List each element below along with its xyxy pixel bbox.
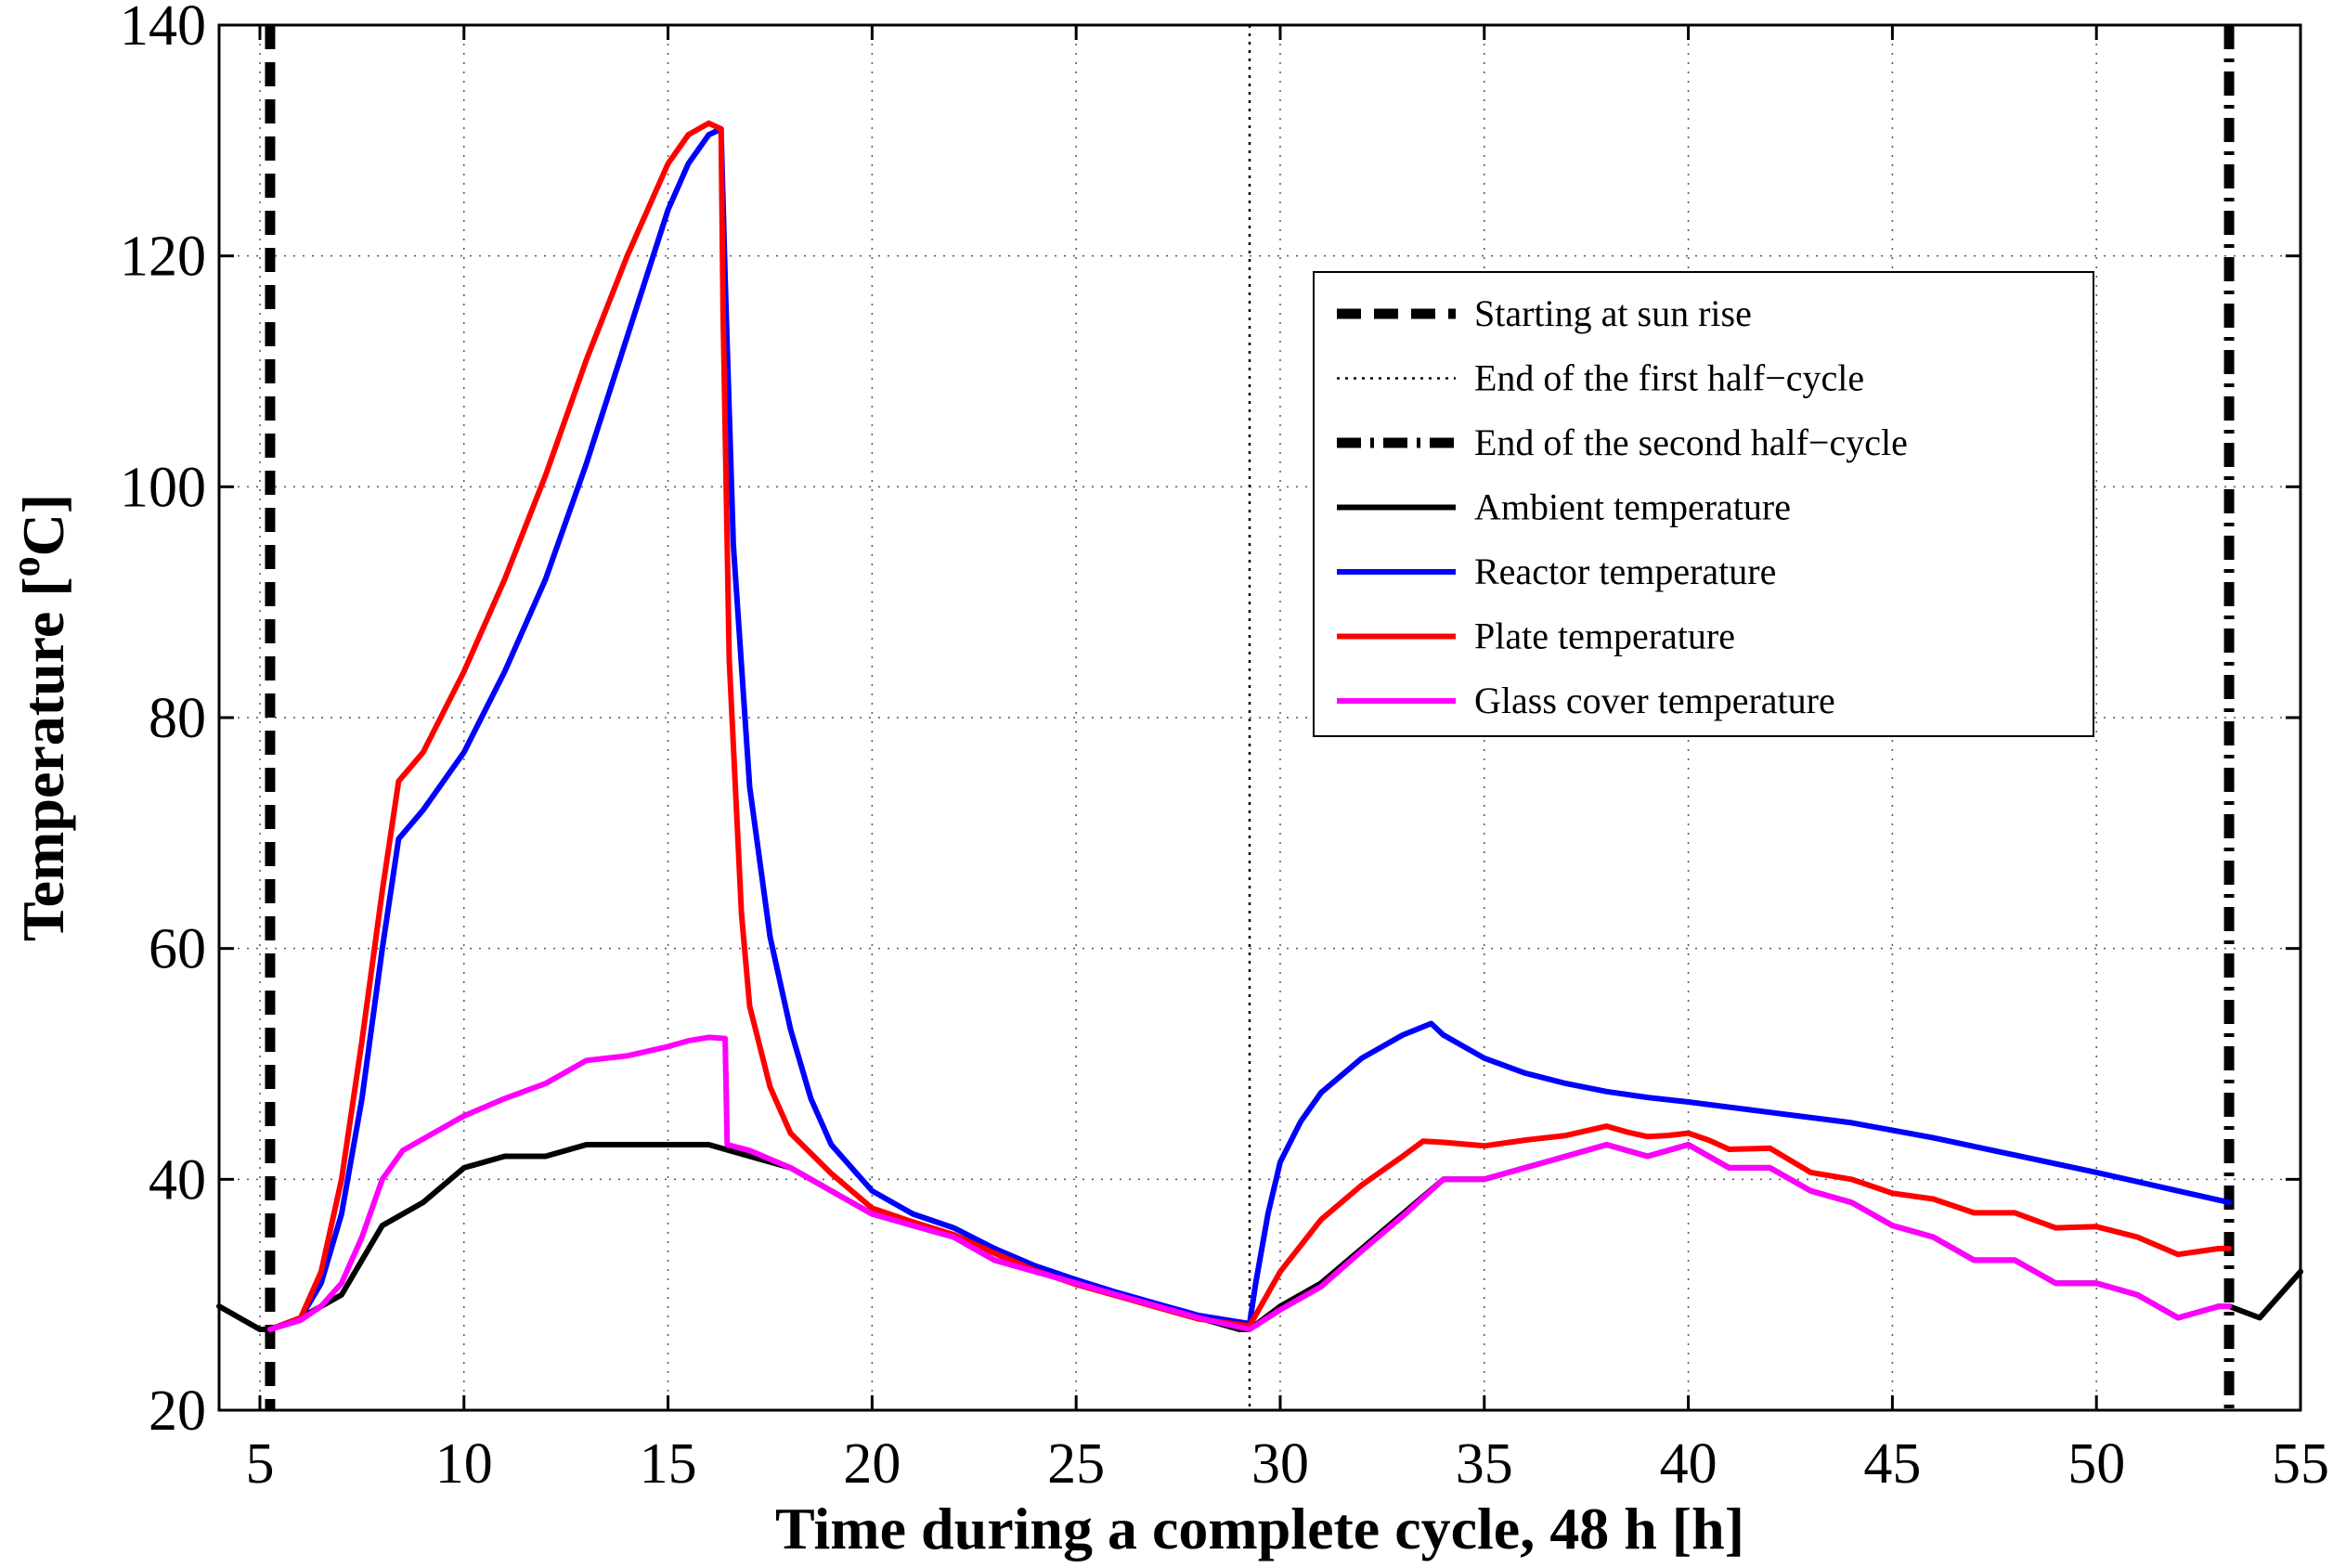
y-axis-title-unit: C]	[10, 494, 76, 557]
legend-box	[1313, 271, 2094, 737]
legend-label: Ambient temperature	[1474, 486, 1791, 528]
legend-label: Reactor temperature	[1474, 551, 1776, 592]
y-tick-label: 80	[149, 687, 206, 750]
axis-ticks: 5 10 15 20 25 30 35 40 45 50 55 20 40 60 80 100 120 140	[120, 0, 2329, 1496]
legend-label: Glass cover temperature	[1474, 680, 1835, 721]
x-axis-title: Time during a complete cycle, 48 h [h]	[775, 1496, 1744, 1562]
legend: Starting at sun rise End of the first hal…	[1313, 271, 2094, 737]
vertical-markers	[265, 25, 2235, 1410]
x-tick-label: 45	[1863, 1432, 1921, 1496]
legend-label: End of the first half−cycle	[1474, 357, 1864, 399]
series-line-3	[267, 1034, 2233, 1332]
x-tick-label: 20	[843, 1432, 901, 1496]
x-tick-label: 35	[1456, 1432, 1513, 1496]
y-tick-label: 140	[120, 0, 206, 58]
series-line-1	[267, 125, 2233, 1332]
x-tick-label: 25	[1047, 1432, 1105, 1496]
data-series	[216, 120, 2303, 1332]
legend-label: End of the second half−cycle	[1474, 421, 1908, 463]
x-tick-label: 10	[435, 1432, 493, 1496]
x-tick-label: 40	[1660, 1432, 1717, 1496]
y-axis-title-degree: o	[3, 556, 48, 577]
y-tick-label: 20	[149, 1380, 206, 1443]
y-tick-label: 60	[149, 918, 206, 981]
x-tick-label: 5	[245, 1432, 274, 1496]
legend-label: Starting at sun rise	[1474, 292, 1752, 334]
x-tick-label: 50	[2067, 1432, 2125, 1496]
y-tick-label: 40	[149, 1148, 206, 1212]
y-axis-title-main: Temperature [	[10, 577, 76, 941]
y-tick-label: 100	[120, 456, 206, 519]
x-tick-label: 15	[640, 1432, 697, 1496]
x-tick-label: 30	[1251, 1432, 1309, 1496]
legend-label: Plate temperature	[1474, 616, 1735, 657]
y-tick-label: 120	[120, 226, 206, 289]
x-tick-label: 55	[2272, 1432, 2329, 1496]
y-axis-title: Temperature [oC]	[3, 494, 76, 941]
